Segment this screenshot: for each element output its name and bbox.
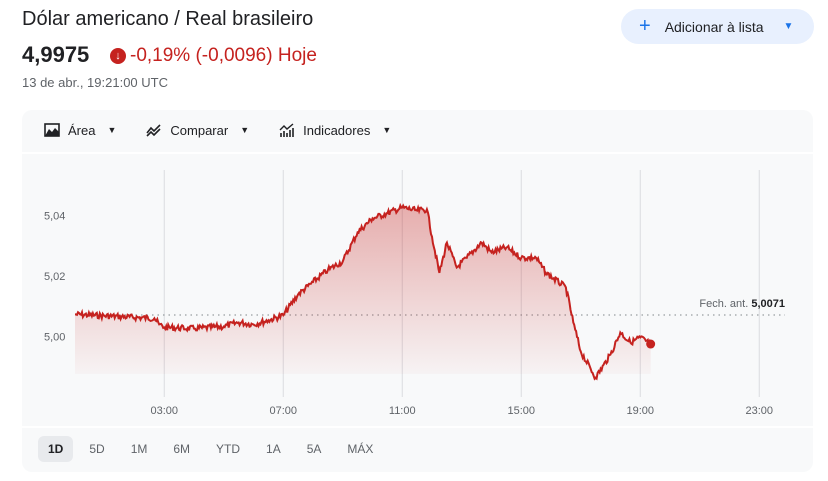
price-chart[interactable]: 03:00 07:00 11:00 15:00 19:00 23:00 5,04 5,02 5,… bbox=[22, 154, 813, 430]
caret-down-icon: ▼ bbox=[783, 21, 794, 32]
x-tick-label: 11:00 bbox=[389, 405, 416, 417]
page-title: Dólar americano / Real brasileiro bbox=[22, 8, 314, 30]
indicators-label: Indicadores bbox=[303, 122, 371, 138]
y-tick-label: 5,00 bbox=[44, 331, 65, 343]
x-tick-label: 03:00 bbox=[150, 405, 178, 417]
plus-icon: + bbox=[639, 15, 651, 37]
y-tick-label: 5,02 bbox=[44, 271, 65, 283]
area-chart-icon bbox=[44, 123, 60, 137]
chart-area[interactable]: 03:00 07:00 11:00 15:00 19:00 23:00 5,04 5,02 5,… bbox=[22, 152, 813, 428]
range-6m[interactable]: 6M bbox=[173, 442, 191, 456]
x-tick-label: 07:00 bbox=[269, 405, 297, 417]
compare-icon bbox=[146, 124, 161, 137]
compare-label: Comparar bbox=[170, 122, 229, 138]
caret-down-icon: ▼ bbox=[240, 125, 250, 135]
chart-toolbar: Área ▼ Comparar ▼ Indicadores ▼ bbox=[22, 110, 813, 150]
change-text: -0,19% (-0,0096) Hoje bbox=[130, 45, 317, 66]
x-tick-label: 15:00 bbox=[507, 405, 535, 417]
area-label: Área bbox=[68, 122, 96, 138]
range-ytd[interactable]: YTD bbox=[216, 442, 241, 456]
range-5d[interactable]: 5D bbox=[89, 442, 105, 456]
arrow-down-icon: ↓ bbox=[110, 48, 126, 64]
area-dropdown[interactable]: Área ▼ bbox=[44, 123, 116, 138]
price-area-fill bbox=[75, 205, 651, 379]
y-tick-label: 5,04 bbox=[44, 210, 65, 222]
price-line bbox=[75, 202, 652, 381]
current-price: 4,9975 bbox=[22, 42, 90, 67]
x-tick-label: 19:00 bbox=[626, 405, 654, 417]
add-to-list-button[interactable]: + Adicionar à lista ▼ bbox=[621, 9, 814, 44]
timestamp: 13 de abr., 19:21:00 UTC bbox=[22, 75, 168, 90]
caret-down-icon: ▼ bbox=[107, 125, 117, 135]
indicators-dropdown[interactable]: Indicadores ▼ bbox=[279, 123, 391, 138]
price-change: ↓ -0,19% (-0,0096) Hoje bbox=[110, 45, 317, 67]
chart-card: Área ▼ Comparar ▼ Indicadores ▼ 03:00 07:00 1… bbox=[22, 110, 813, 472]
range-selector: 1D 5D 1M 6M YTD 1A 5A MÁX bbox=[38, 436, 383, 462]
add-to-list-label: Adicionar à lista bbox=[664, 18, 764, 35]
previous-close-label: Fech. ant. 5,0071 bbox=[699, 298, 785, 310]
current-price-dot bbox=[646, 339, 656, 349]
x-tick-label: 23:00 bbox=[745, 405, 773, 417]
caret-down-icon: ▼ bbox=[382, 125, 392, 135]
range-1m[interactable]: 1M bbox=[130, 442, 148, 456]
range-1a[interactable]: 1A bbox=[266, 442, 281, 456]
range-1d[interactable]: 1D bbox=[38, 436, 74, 462]
indicators-icon bbox=[279, 123, 294, 137]
range-5a[interactable]: 5A bbox=[306, 442, 322, 456]
compare-dropdown[interactable]: Comparar ▼ bbox=[146, 123, 249, 138]
range-max[interactable]: MÁX bbox=[347, 442, 374, 456]
